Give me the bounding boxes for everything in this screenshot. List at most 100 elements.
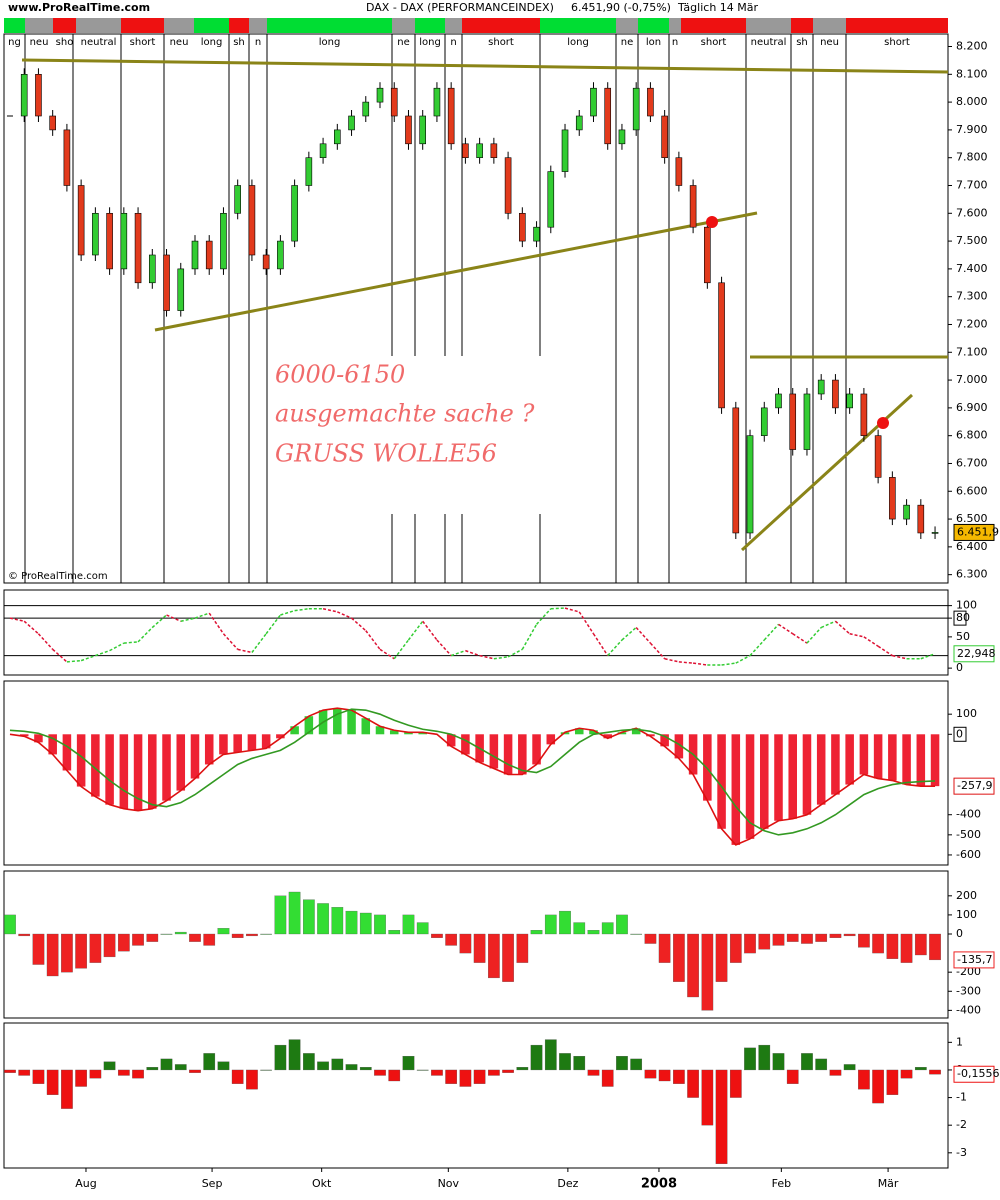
oscillator-segment	[180, 617, 196, 622]
histogram-bar	[303, 1053, 315, 1071]
y-tick-label: 200	[956, 889, 977, 902]
candle	[462, 143, 469, 158]
last-value-box	[953, 777, 995, 795]
signal-bar	[415, 18, 445, 33]
candle	[220, 212, 227, 270]
signal-bar	[249, 18, 267, 33]
candle	[632, 87, 640, 131]
candle	[775, 393, 782, 409]
histogram-bar	[530, 930, 543, 935]
oscillator-segment	[9, 617, 25, 622]
oscillator-segment	[735, 654, 751, 664]
candle	[319, 143, 327, 158]
signal-bar	[25, 18, 53, 33]
signal-label: neu	[30, 37, 49, 48]
histogram-bar	[488, 1069, 500, 1076]
oscillator-segment	[536, 608, 552, 625]
histogram-bar	[103, 1061, 116, 1071]
y-tick-label: -500	[956, 828, 981, 841]
histogram-bar	[544, 1039, 557, 1071]
oscillator-segment	[80, 654, 96, 662]
macd-bar	[361, 718, 371, 735]
x-tick-label: Dez	[557, 1177, 578, 1190]
signal-bar	[121, 18, 164, 33]
y-tick-label: 6.600	[956, 484, 988, 497]
candle	[874, 435, 882, 478]
candle	[803, 393, 811, 450]
histogram-bar	[701, 933, 714, 1011]
candle	[889, 477, 896, 520]
histogram-bar	[815, 1058, 828, 1071]
macd-bar	[816, 734, 826, 805]
signal-bar	[669, 18, 681, 33]
macd-bar	[247, 734, 257, 751]
histogram-bar	[217, 1061, 230, 1071]
histogram-bar	[260, 933, 272, 935]
signal-label: neutral	[81, 37, 117, 48]
histogram-bar	[815, 933, 828, 942]
histogram-bar	[160, 933, 173, 935]
signal-label: sho	[56, 37, 74, 48]
macd-bar	[660, 734, 669, 747]
signal-label: sh	[796, 37, 808, 48]
oscillator-segment	[806, 626, 822, 644]
macd-bar	[333, 708, 342, 735]
candle	[689, 185, 697, 228]
candle	[106, 212, 113, 270]
y-tick-label: 6.800	[956, 429, 988, 442]
macd-bar	[48, 734, 57, 755]
histogram-bar	[587, 930, 600, 935]
histogram-bar	[488, 933, 500, 979]
x-tick-label: Aug	[75, 1177, 96, 1190]
signal-dot	[877, 417, 889, 429]
histogram-bar	[103, 933, 116, 958]
oscillator-segment	[66, 659, 82, 663]
macd-bar	[518, 734, 527, 775]
histogram-bar	[744, 1047, 756, 1071]
histogram-bar	[900, 933, 913, 963]
histogram-bar	[886, 933, 899, 959]
histogram-bar	[146, 933, 159, 942]
x-tick-label: Feb	[772, 1177, 791, 1190]
last-value-label: -257,9	[957, 779, 992, 792]
macd-bar	[461, 734, 470, 755]
macd-bar	[774, 734, 783, 821]
histogram-bar	[317, 903, 329, 935]
histogram-bar	[559, 1053, 571, 1071]
histogram-bar	[359, 1067, 372, 1071]
oscillator-segment	[607, 639, 623, 657]
macd-bar	[62, 734, 72, 771]
candle	[547, 171, 555, 228]
y-tick-label: 80	[956, 611, 970, 624]
macd-bar	[347, 710, 356, 735]
y-tick-label: 7.900	[956, 123, 988, 136]
title: DAX - DAX (PERFORMANCEINDEX)	[366, 1, 554, 14]
oscillator-segment	[778, 623, 794, 635]
signal-label: neu	[170, 37, 189, 48]
oscillator-segment	[208, 612, 225, 635]
histogram-bar	[203, 933, 216, 946]
oscillator-segment	[436, 639, 452, 657]
last-value-label: -0,1556	[957, 1067, 999, 1080]
oscillator-segment	[109, 642, 125, 652]
signal-bar	[392, 18, 415, 33]
oscillator-segment	[251, 633, 267, 653]
histogram-bar	[843, 933, 856, 937]
histogram-bar	[715, 933, 728, 982]
histogram-bar	[829, 933, 842, 938]
macd-bar	[219, 734, 228, 755]
histogram-bar	[858, 1069, 870, 1090]
histogram-bar	[872, 933, 884, 954]
histogram-bar	[772, 1053, 785, 1071]
candle	[262, 254, 270, 270]
macd-bar	[930, 734, 940, 787]
histogram-bar	[160, 1058, 173, 1071]
annotation: ausgemachte sache ?	[275, 400, 534, 428]
oscillator-segment	[337, 611, 352, 619]
histogram-bar	[644, 933, 657, 944]
histogram-bar	[345, 1064, 358, 1071]
oscillator-segment	[820, 620, 836, 629]
signal-bar	[445, 18, 462, 33]
annotation: GRUSS WOLLE56	[275, 440, 497, 468]
histogram-bar	[872, 1069, 884, 1104]
